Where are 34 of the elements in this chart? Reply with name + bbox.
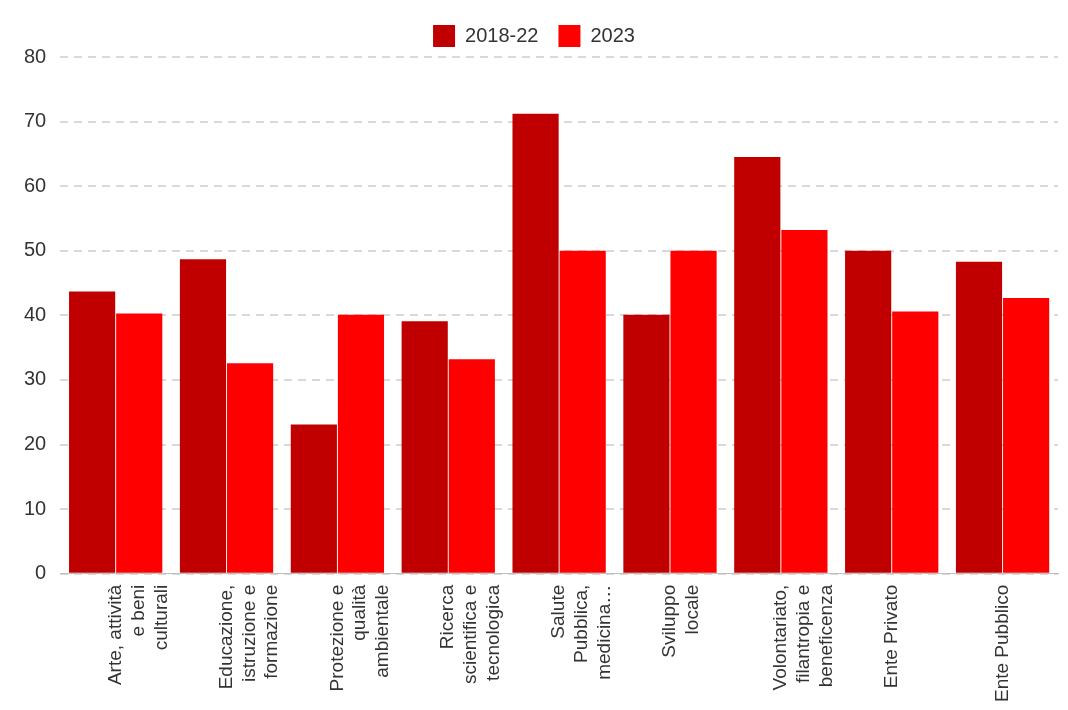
x-tick-label: Salute Pubblica, medicina… <box>547 584 614 680</box>
bar <box>623 314 670 573</box>
y-tick-label: 70 <box>24 109 47 132</box>
bar <box>781 230 828 573</box>
bar <box>1003 297 1050 573</box>
y-tick-label: 10 <box>24 496 47 519</box>
x-tick-label: Ente Privato <box>879 584 901 689</box>
y-tick-label: 40 <box>24 302 47 325</box>
bar <box>69 291 116 573</box>
y-tick-label: 60 <box>24 173 47 196</box>
bar <box>116 313 163 573</box>
bar <box>734 157 781 573</box>
x-tick-label: Arte, attività e beni culturali <box>103 584 171 686</box>
bar <box>337 314 385 573</box>
y-tick-label: 0 <box>35 561 47 584</box>
y-tick-label: 30 <box>24 367 47 390</box>
bar <box>892 311 939 573</box>
bar <box>955 261 1003 573</box>
bar <box>290 424 337 573</box>
bar <box>448 359 495 573</box>
x-tick-label: Ente Pubblico <box>990 584 1012 702</box>
legend-label: 2018-22 <box>465 23 539 46</box>
y-tick-label: 20 <box>24 432 47 455</box>
bar <box>670 250 717 573</box>
legend-label: 2023 <box>590 23 635 46</box>
y-tick-label: 80 <box>24 44 47 67</box>
x-tick-label: Sviluppo locale <box>658 584 703 658</box>
bar <box>227 363 274 573</box>
bar <box>845 250 892 573</box>
bar <box>401 321 448 573</box>
y-tick-label: 50 <box>24 238 47 261</box>
bar <box>559 250 606 573</box>
bar <box>512 113 559 573</box>
bar <box>179 259 227 573</box>
